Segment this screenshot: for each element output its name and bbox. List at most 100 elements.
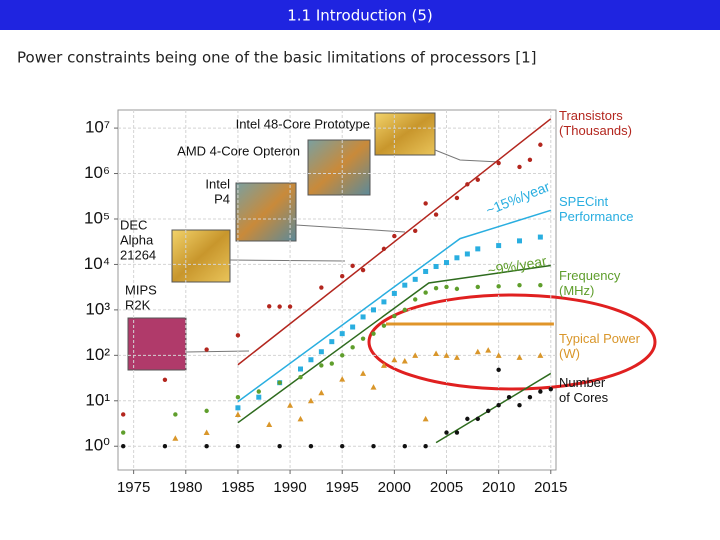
chip-label: P4	[214, 191, 230, 206]
data-point	[173, 412, 178, 417]
leader-line	[185, 350, 250, 353]
data-point	[381, 246, 387, 252]
rate-annotation: ~9%/year	[486, 252, 548, 278]
data-point	[422, 415, 429, 422]
y-tick-label: 10³	[85, 299, 110, 318]
data-point	[162, 444, 168, 449]
data-point	[475, 284, 480, 290]
chip-images	[127, 112, 436, 371]
data-point	[538, 142, 543, 147]
data-point	[256, 389, 261, 394]
data-point	[527, 157, 533, 163]
data-point	[392, 313, 397, 319]
data-point	[423, 444, 428, 449]
legend-label: Frequency (MHz)	[559, 268, 621, 298]
data-point	[340, 274, 345, 279]
slide-title: 1.1 Introduction (5)	[287, 7, 432, 25]
data-point	[203, 429, 210, 436]
chip-label: DEC	[120, 217, 147, 232]
data-point	[204, 444, 209, 449]
data-point	[298, 366, 303, 372]
highlight-ellipse	[367, 293, 657, 391]
data-point	[360, 267, 366, 273]
data-point	[267, 304, 272, 309]
data-point	[297, 415, 304, 422]
data-point	[537, 234, 543, 240]
data-point	[496, 402, 501, 408]
chip-label: AMD 4-Core Opteron	[177, 143, 300, 158]
header-bar	[0, 0, 720, 30]
data-point	[423, 290, 428, 295]
data-point	[360, 370, 367, 376]
data-point	[465, 182, 470, 187]
x-tick-label: 2010	[482, 479, 515, 496]
data-point	[121, 430, 126, 435]
data-point	[475, 416, 480, 422]
trend-line	[237, 118, 552, 366]
trend-line	[237, 264, 551, 424]
data-point	[538, 389, 543, 394]
x-tick-label: 1975	[117, 479, 150, 496]
data-point	[350, 345, 355, 350]
data-point	[380, 362, 387, 368]
data-point	[444, 284, 449, 290]
data-point	[496, 160, 501, 166]
slide-subtitle: Power constraints being one of the basic…	[17, 49, 537, 67]
data-point	[391, 356, 398, 363]
data-point	[548, 386, 553, 392]
data-point	[433, 350, 440, 356]
data-point	[517, 164, 522, 170]
data-point	[360, 336, 366, 341]
data-point	[234, 411, 241, 417]
data-point	[371, 331, 376, 336]
leader-lines	[185, 149, 501, 353]
data-point	[412, 276, 418, 282]
data-point	[308, 357, 314, 363]
data-point	[318, 389, 325, 396]
data-point	[162, 377, 168, 382]
data-point	[360, 314, 366, 320]
y-tick-label: 10¹	[85, 390, 110, 409]
chip-image	[127, 317, 187, 371]
data-point	[454, 255, 460, 261]
plot-frame	[117, 109, 557, 471]
data-point	[423, 201, 428, 206]
data-point	[453, 354, 460, 360]
data-point	[381, 299, 387, 305]
data-point	[318, 349, 324, 355]
data-point	[371, 444, 376, 449]
data-point	[517, 282, 522, 288]
data-point	[204, 408, 209, 414]
x-tick-label: 1990	[273, 479, 306, 496]
data-point	[235, 394, 241, 400]
data-point	[485, 347, 492, 353]
data-point	[381, 323, 387, 328]
data-point	[412, 352, 419, 358]
data-point	[474, 348, 481, 355]
data-point	[256, 394, 262, 400]
data-point	[307, 397, 314, 404]
data-point	[339, 376, 346, 382]
data-point	[204, 347, 209, 352]
data-point	[392, 233, 397, 239]
data-point	[527, 394, 533, 400]
leader-line	[229, 259, 346, 262]
chip-image	[307, 139, 371, 196]
data-point	[423, 268, 429, 274]
data-point	[475, 177, 480, 182]
x-tick-label: 1985	[221, 479, 254, 496]
data-point	[266, 421, 273, 428]
data-point	[350, 263, 355, 269]
chip-label: 21264	[120, 247, 156, 262]
chip-label: R2K	[125, 297, 151, 312]
y-tick-label: 10⁷	[85, 118, 110, 137]
leader-line	[434, 149, 501, 163]
chip-label: Intel	[205, 176, 230, 191]
data-point	[486, 408, 491, 414]
data-point	[277, 444, 282, 449]
chip-image	[235, 182, 297, 242]
data-point	[496, 243, 502, 249]
data-point	[454, 430, 460, 435]
